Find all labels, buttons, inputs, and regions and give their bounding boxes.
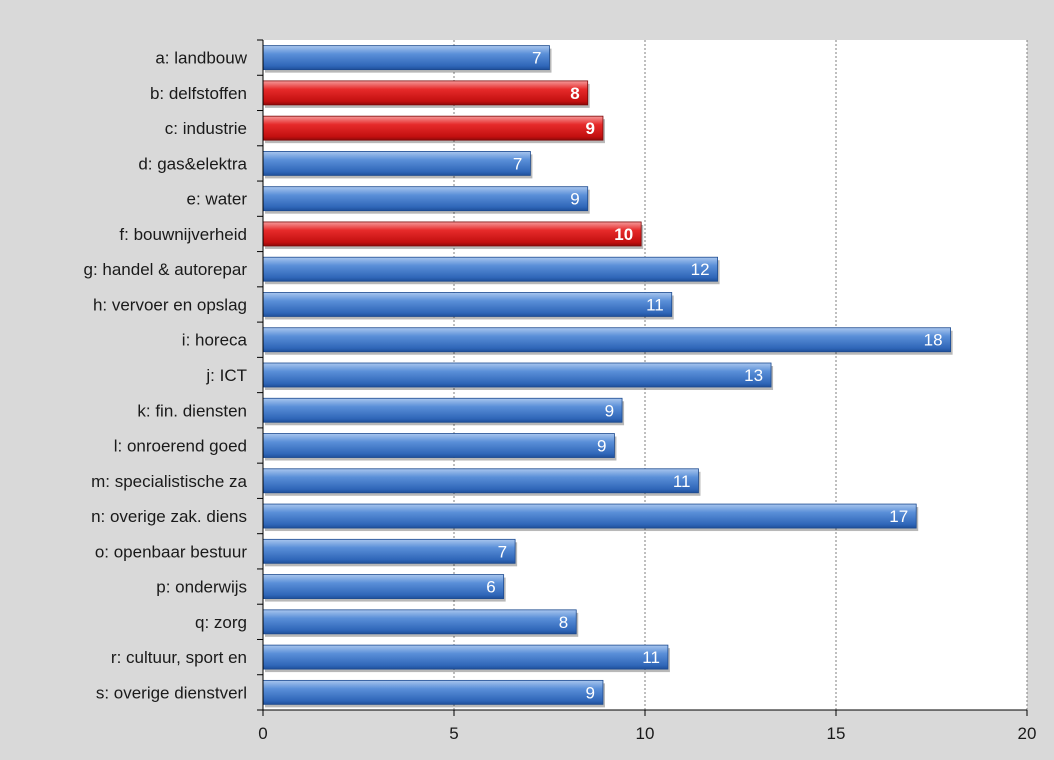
bar — [262, 256, 718, 282]
category-label: r: cultuur, sport en — [111, 648, 247, 667]
bar — [262, 468, 699, 494]
bar — [262, 574, 505, 599]
bar — [262, 151, 531, 176]
x-tick-label: 0 — [258, 724, 267, 743]
category-label: d: gas&elektra — [138, 154, 247, 173]
data-label: 9 — [597, 437, 606, 456]
data-label: 6 — [486, 578, 495, 597]
category-label: m: specialistische za — [91, 472, 247, 491]
category-label: g: handel & autorepar — [83, 260, 247, 279]
data-label: 12 — [691, 260, 710, 279]
data-label: 9 — [586, 119, 595, 138]
data-label: 11 — [673, 472, 691, 491]
bar — [262, 221, 642, 247]
bar — [262, 362, 772, 388]
data-label: 18 — [924, 331, 943, 350]
category-label: a: landbouw — [155, 49, 247, 68]
category-label: p: onderwijs — [156, 578, 247, 597]
bar — [262, 45, 550, 71]
data-label: 11 — [642, 648, 660, 667]
bar — [262, 80, 589, 106]
category-label: q: zorg — [195, 613, 247, 632]
data-label: 13 — [744, 366, 763, 385]
data-label: 17 — [889, 507, 908, 526]
bar — [262, 186, 589, 212]
bar — [262, 679, 604, 705]
category-label: n: overige zak. diens — [91, 507, 247, 526]
category-label: f: bouwnijverheid — [119, 225, 247, 244]
category-label: s: overige dienstverl — [96, 683, 247, 702]
category-label: h: vervoer en opslag — [93, 295, 247, 314]
x-tick-label: 20 — [1018, 724, 1037, 743]
category-label: o: openbaar bestuur — [95, 542, 248, 561]
category-label: c: industrie — [165, 119, 247, 138]
category-label: k: fin. diensten — [137, 401, 247, 420]
data-label: 10 — [614, 225, 633, 244]
bar — [262, 538, 516, 564]
data-label: 7 — [513, 154, 522, 173]
category-label: b: delfstoffen — [150, 84, 247, 103]
x-tick-label: 15 — [827, 724, 846, 743]
data-label: 8 — [559, 613, 568, 632]
x-tick-label: 5 — [449, 724, 458, 743]
category-label: e: water — [187, 190, 248, 209]
data-label: 9 — [605, 401, 614, 420]
data-label: 7 — [498, 542, 507, 561]
bar — [262, 292, 673, 317]
x-tick-label: 10 — [636, 724, 655, 743]
bar — [262, 397, 623, 423]
category-label: i: horeca — [182, 331, 248, 350]
data-label: 11 — [646, 295, 664, 314]
bar — [262, 609, 577, 635]
data-label: 9 — [586, 683, 595, 702]
data-label: 8 — [570, 84, 579, 103]
data-label: 7 — [532, 49, 541, 68]
bar — [262, 433, 615, 458]
category-label: l: onroerend goed — [114, 437, 247, 456]
bar — [262, 503, 917, 529]
bar — [262, 644, 669, 670]
bar — [262, 327, 951, 353]
data-label: 9 — [570, 190, 579, 209]
category-label: j: ICT — [205, 366, 247, 385]
bar — [262, 115, 604, 141]
